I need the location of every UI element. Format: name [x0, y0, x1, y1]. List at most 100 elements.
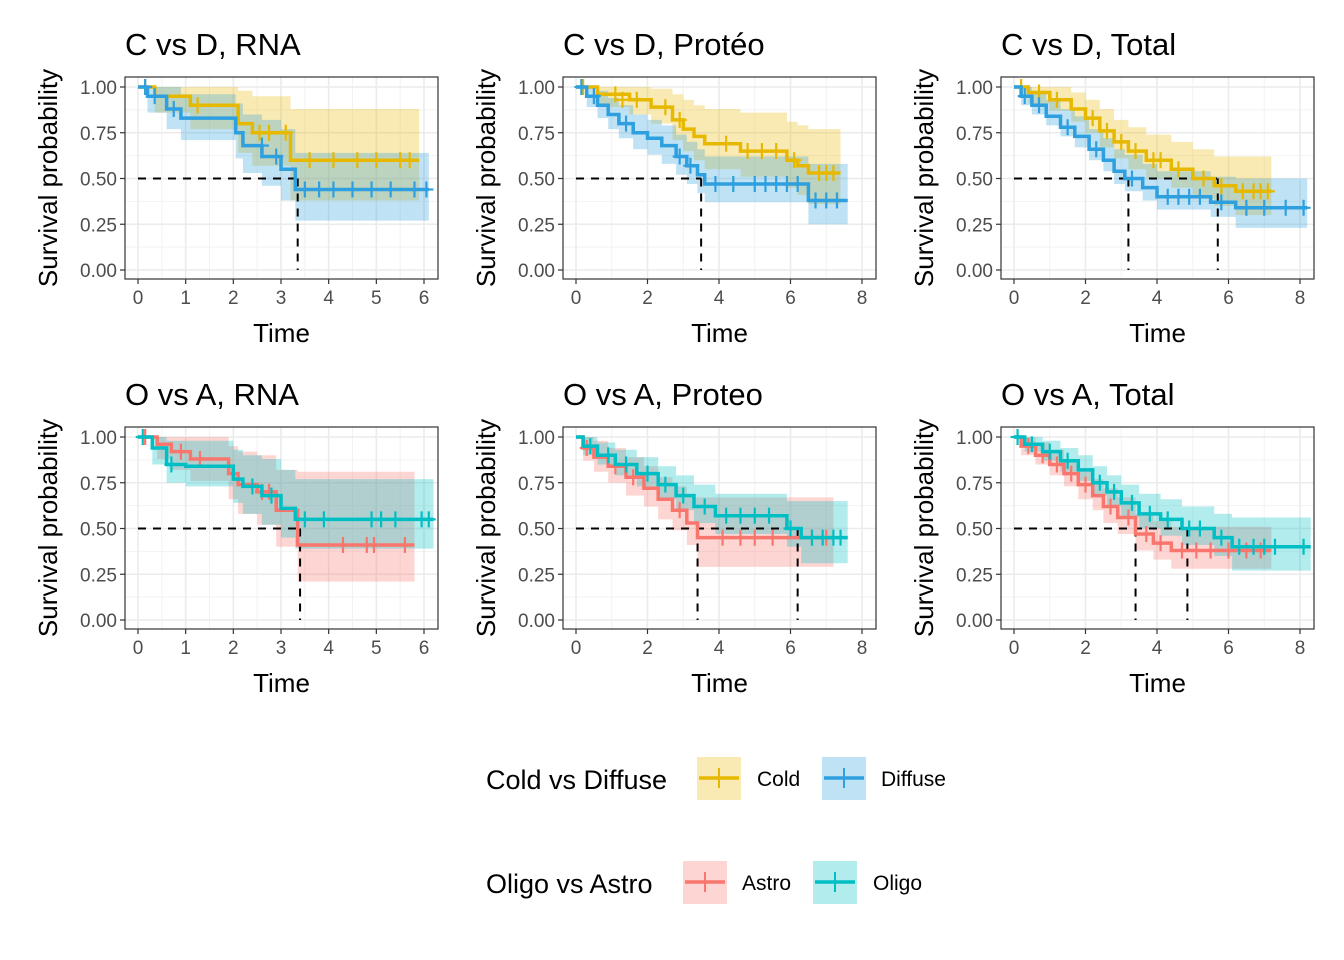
censor-mark-cold	[672, 111, 687, 128]
x-tick-label: 3	[276, 288, 287, 309]
censor-mark-diffuse	[138, 79, 153, 95]
survival-curve-oligo	[138, 435, 434, 522]
y-tick-label: 0.50	[956, 170, 993, 191]
x-tick-label: 8	[857, 288, 868, 309]
x-tick-label: 2	[228, 638, 239, 659]
censor-mark-diffuse	[1257, 199, 1272, 216]
censor-mark-diffuse	[345, 181, 360, 198]
x-tick-label: 6	[1223, 288, 1234, 309]
censor-mark-diffuse	[407, 181, 422, 198]
y-axis-title: Survival probability	[471, 419, 501, 637]
censor-mark-oligo	[264, 487, 279, 504]
censor-mark-diffuse	[672, 148, 687, 165]
censor-mark-cold	[1153, 152, 1168, 169]
censor-mark-diffuse	[383, 181, 398, 198]
censor-mark-cold	[1128, 143, 1143, 160]
censor-mark-diffuse	[297, 181, 312, 198]
y-tick-label: 0.00	[80, 611, 117, 632]
x-axis-title: Time	[1129, 668, 1186, 698]
ci-band-cold	[138, 87, 420, 201]
y-tick-label: 0.00	[956, 611, 993, 632]
legend-title-oligo-vs-astro: Oligo vs Astro	[486, 869, 653, 899]
censor-mark-cold	[190, 97, 205, 114]
censor-mark-oligo	[1232, 538, 1247, 555]
y-tick-label: 0.00	[956, 261, 993, 282]
y-tick-label: 0.50	[518, 520, 555, 541]
censor-mark-oligo	[719, 507, 734, 524]
panel-5: 0 2 4 6 8 0.00 0.25 0.50 0.75 1.00 O vs A, Proteo T…	[471, 377, 877, 698]
censor-mark-cold	[658, 99, 673, 116]
legend-oligo-vs-astro: Oligo vs Astro Astro Oligo	[486, 861, 922, 904]
censor-mark-astro	[366, 536, 381, 553]
y-tick-label: 0.00	[80, 261, 117, 282]
censor-mark-oligo	[1142, 505, 1157, 522]
censor-mark-oligo	[421, 511, 436, 528]
censor-mark-oligo	[1010, 429, 1025, 445]
censor-mark-cold	[326, 152, 341, 169]
censor-mark-astro	[1189, 542, 1204, 559]
censor-mark-oligo	[374, 511, 389, 528]
censor-mark-cold	[787, 152, 802, 169]
y-tick-label: 0.50	[518, 170, 555, 191]
censor-mark-astro	[672, 502, 687, 519]
y-tick-label: 0.25	[80, 215, 117, 236]
x-axis-title: Time	[691, 668, 748, 698]
censor-mark-diffuse	[166, 100, 181, 117]
survival-curve-astro	[576, 435, 834, 540]
x-tick-label: 4	[714, 288, 725, 309]
x-axis-title: Time	[1129, 318, 1186, 348]
legend-label-astro: Astro	[742, 872, 791, 895]
censor-mark-oligo	[658, 476, 673, 493]
x-tick-label: 4	[714, 638, 725, 659]
x-tick-label: 1	[180, 288, 191, 309]
censor-mark-diffuse	[1089, 141, 1104, 158]
y-tick-label: 0.50	[80, 170, 117, 191]
ci-band-diffuse	[576, 87, 848, 225]
censor-mark-astro	[733, 529, 748, 546]
censor-mark-cold	[402, 152, 417, 169]
x-tick-label: 6	[785, 638, 796, 659]
censor-mark-cold	[278, 124, 293, 141]
censor-mark-cold	[1196, 170, 1211, 187]
panel-title: O vs A, RNA	[125, 377, 299, 412]
censor-mark-diffuse	[829, 192, 844, 209]
censor-mark-astro	[1153, 535, 1168, 552]
censor-mark-oligo	[601, 447, 616, 464]
censor-mark-cold	[740, 143, 755, 160]
x-tick-label: 6	[1223, 638, 1234, 659]
y-axis-title: Survival probability	[33, 419, 63, 637]
x-tick-label: 6	[785, 288, 796, 309]
censor-mark-oligo	[619, 456, 634, 473]
x-tick-label: 0	[133, 288, 144, 309]
x-tick-label: 2	[1080, 638, 1091, 659]
x-tick-label: 3	[276, 638, 287, 659]
censor-mark-cold	[1171, 161, 1186, 178]
panel-title: O vs A, Total	[1001, 377, 1174, 412]
x-tick-label: 2	[642, 638, 653, 659]
y-tick-label: 1.00	[518, 78, 555, 99]
censor-mark-astro	[1103, 498, 1118, 515]
censor-mark-oligo	[1160, 511, 1175, 528]
censor-mark-oligo	[1024, 436, 1039, 453]
panel-title: C vs D, RNA	[125, 27, 301, 62]
panel-6: 0 2 4 6 8 0.00 0.25 0.50 0.75 1.00 O vs A, Total Ti…	[909, 377, 1315, 698]
x-tick-label: 6	[419, 638, 430, 659]
x-tick-label: 0	[571, 638, 582, 659]
censor-mark-astro	[173, 443, 188, 460]
censor-mark-diffuse	[708, 175, 723, 192]
y-tick-label: 0.25	[518, 215, 555, 236]
censor-mark-diffuse	[1296, 199, 1311, 216]
x-tick-label: 6	[419, 288, 430, 309]
x-tick-label: 0	[571, 288, 582, 309]
censor-mark-diffuse	[269, 148, 284, 165]
censor-mark-oligo	[747, 507, 762, 524]
censor-mark-cold	[719, 135, 734, 152]
y-tick-label: 0.50	[80, 520, 117, 541]
censor-mark-cold	[302, 152, 317, 169]
y-tick-label: 0.25	[80, 565, 117, 586]
censor-mark-oligo	[245, 478, 260, 495]
censor-mark-cold	[608, 86, 623, 103]
y-axis-title: Survival probability	[471, 69, 501, 287]
x-tick-label: 4	[1152, 638, 1163, 659]
